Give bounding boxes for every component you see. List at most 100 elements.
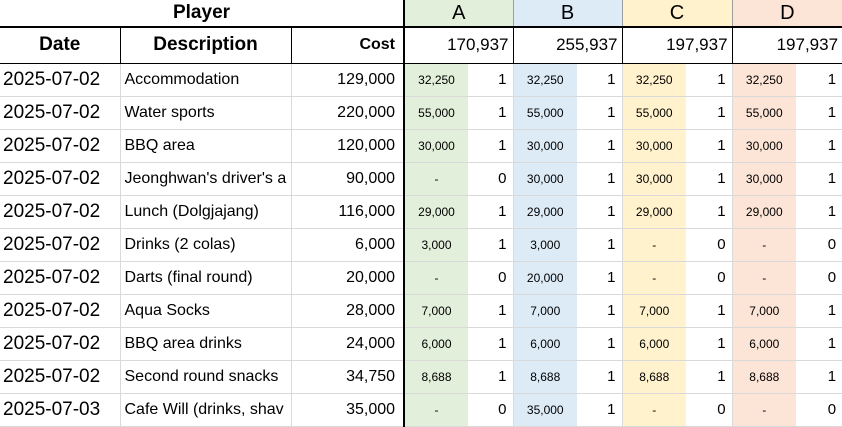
- share-amount-cell-d[interactable]: 6,000: [732, 327, 797, 361]
- share-count-cell-d[interactable]: 1: [796, 162, 842, 196]
- share-amount-cell-c[interactable]: 55,000: [622, 96, 687, 130]
- player-name-a[interactable]: A: [404, 0, 514, 28]
- cost-cell[interactable]: 20,000: [291, 261, 406, 295]
- description-cell[interactable]: Second round snacks: [120, 360, 292, 394]
- share-count-cell-b[interactable]: 1: [577, 63, 623, 97]
- share-count-cell-b[interactable]: 1: [577, 195, 623, 229]
- cost-cell[interactable]: 35,000: [291, 393, 406, 427]
- share-count-cell-b[interactable]: 1: [577, 96, 623, 130]
- share-amount-cell-b[interactable]: 29,000: [513, 195, 578, 229]
- share-amount-cell-d[interactable]: 29,000: [732, 195, 797, 229]
- date-cell[interactable]: 2025-07-02: [0, 162, 121, 196]
- share-amount-cell-d[interactable]: 30,000: [732, 162, 797, 196]
- share-count-cell-d[interactable]: 0: [796, 261, 842, 295]
- cost-cell[interactable]: 24,000: [291, 327, 406, 361]
- share-count-cell-a[interactable]: 0: [468, 261, 514, 295]
- share-amount-cell-a[interactable]: 6,000: [404, 327, 469, 361]
- cost-cell[interactable]: 220,000: [291, 96, 406, 130]
- share-count-cell-c[interactable]: 0: [686, 228, 733, 262]
- share-count-cell-b[interactable]: 1: [577, 162, 623, 196]
- share-amount-cell-d[interactable]: -: [732, 393, 797, 427]
- cost-header[interactable]: Cost: [291, 27, 406, 64]
- share-amount-cell-d[interactable]: 7,000: [732, 294, 797, 328]
- description-cell[interactable]: Aqua Socks: [120, 294, 292, 328]
- share-count-cell-b[interactable]: 1: [577, 360, 623, 394]
- date-cell[interactable]: 2025-07-02: [0, 129, 121, 163]
- share-amount-cell-b[interactable]: 35,000: [513, 393, 578, 427]
- share-count-cell-b[interactable]: 1: [577, 294, 623, 328]
- date-cell[interactable]: 2025-07-03: [0, 393, 121, 427]
- share-amount-cell-d[interactable]: 32,250: [732, 63, 797, 97]
- share-count-cell-d[interactable]: 1: [796, 294, 842, 328]
- share-amount-cell-b[interactable]: 32,250: [513, 63, 578, 97]
- share-amount-cell-b[interactable]: 7,000: [513, 294, 578, 328]
- player-name-d[interactable]: D: [732, 0, 842, 28]
- cost-cell[interactable]: 6,000: [291, 228, 406, 262]
- share-amount-cell-b[interactable]: 30,000: [513, 162, 578, 196]
- share-count-cell-b[interactable]: 1: [577, 261, 623, 295]
- description-cell[interactable]: Water sports: [120, 96, 292, 130]
- share-amount-cell-d[interactable]: 8,688: [732, 360, 797, 394]
- share-count-cell-a[interactable]: 0: [468, 162, 514, 196]
- description-header[interactable]: Description: [120, 27, 292, 64]
- player-total-c[interactable]: 197,937: [622, 27, 733, 64]
- description-cell[interactable]: Lunch (Dolgjajang): [120, 195, 292, 229]
- share-count-cell-b[interactable]: 1: [577, 393, 623, 427]
- player-name-b[interactable]: B: [513, 0, 623, 28]
- date-cell[interactable]: 2025-07-02: [0, 195, 121, 229]
- share-count-cell-d[interactable]: 1: [796, 327, 842, 361]
- description-cell[interactable]: BBQ area: [120, 129, 292, 163]
- share-count-cell-c[interactable]: 0: [686, 261, 733, 295]
- player-title-cell[interactable]: Player: [0, 0, 406, 28]
- share-count-cell-c[interactable]: 1: [686, 327, 733, 361]
- cost-cell[interactable]: 129,000: [291, 63, 406, 97]
- cost-cell[interactable]: 116,000: [291, 195, 406, 229]
- share-amount-cell-b[interactable]: 8,688: [513, 360, 578, 394]
- cost-cell[interactable]: 120,000: [291, 129, 406, 163]
- share-count-cell-a[interactable]: 1: [468, 195, 514, 229]
- description-cell[interactable]: Darts (final round): [120, 261, 292, 295]
- player-total-b[interactable]: 255,937: [513, 27, 623, 64]
- share-amount-cell-a[interactable]: 32,250: [404, 63, 469, 97]
- description-cell[interactable]: Jeonghwan's driver's a: [120, 162, 292, 196]
- share-amount-cell-a[interactable]: -: [404, 261, 469, 295]
- share-count-cell-b[interactable]: 1: [577, 327, 623, 361]
- share-count-cell-d[interactable]: 0: [796, 228, 842, 262]
- cost-cell[interactable]: 34,750: [291, 360, 406, 394]
- share-amount-cell-c[interactable]: 30,000: [622, 162, 687, 196]
- cost-cell[interactable]: 90,000: [291, 162, 406, 196]
- share-amount-cell-a[interactable]: 8,688: [404, 360, 469, 394]
- share-amount-cell-b[interactable]: 20,000: [513, 261, 578, 295]
- date-cell[interactable]: 2025-07-02: [0, 327, 121, 361]
- share-count-cell-c[interactable]: 1: [686, 294, 733, 328]
- cost-cell[interactable]: 28,000: [291, 294, 406, 328]
- share-amount-cell-c[interactable]: 32,250: [622, 63, 687, 97]
- share-amount-cell-c[interactable]: -: [622, 393, 687, 427]
- description-cell[interactable]: Cafe Will (drinks, shav: [120, 393, 292, 427]
- share-amount-cell-b[interactable]: 3,000: [513, 228, 578, 262]
- share-amount-cell-b[interactable]: 30,000: [513, 129, 578, 163]
- share-amount-cell-a[interactable]: 7,000: [404, 294, 469, 328]
- date-cell[interactable]: 2025-07-02: [0, 96, 121, 130]
- share-count-cell-a[interactable]: 1: [468, 63, 514, 97]
- date-cell[interactable]: 2025-07-02: [0, 294, 121, 328]
- share-count-cell-a[interactable]: 0: [468, 393, 514, 427]
- share-amount-cell-a[interactable]: 29,000: [404, 195, 469, 229]
- share-count-cell-c[interactable]: 1: [686, 162, 733, 196]
- date-cell[interactable]: 2025-07-02: [0, 228, 121, 262]
- share-amount-cell-d[interactable]: -: [732, 228, 797, 262]
- share-count-cell-d[interactable]: 1: [796, 63, 842, 97]
- date-cell[interactable]: 2025-07-02: [0, 63, 121, 97]
- date-header[interactable]: Date: [0, 27, 121, 64]
- share-count-cell-d[interactable]: 1: [796, 129, 842, 163]
- share-amount-cell-a[interactable]: 30,000: [404, 129, 469, 163]
- description-cell[interactable]: Drinks (2 colas): [120, 228, 292, 262]
- share-count-cell-d[interactable]: 0: [796, 393, 842, 427]
- share-count-cell-d[interactable]: 1: [796, 96, 842, 130]
- date-cell[interactable]: 2025-07-02: [0, 261, 121, 295]
- share-count-cell-a[interactable]: 1: [468, 96, 514, 130]
- share-amount-cell-c[interactable]: 30,000: [622, 129, 687, 163]
- share-count-cell-c[interactable]: 1: [686, 96, 733, 130]
- share-amount-cell-d[interactable]: 55,000: [732, 96, 797, 130]
- share-count-cell-d[interactable]: 1: [796, 360, 842, 394]
